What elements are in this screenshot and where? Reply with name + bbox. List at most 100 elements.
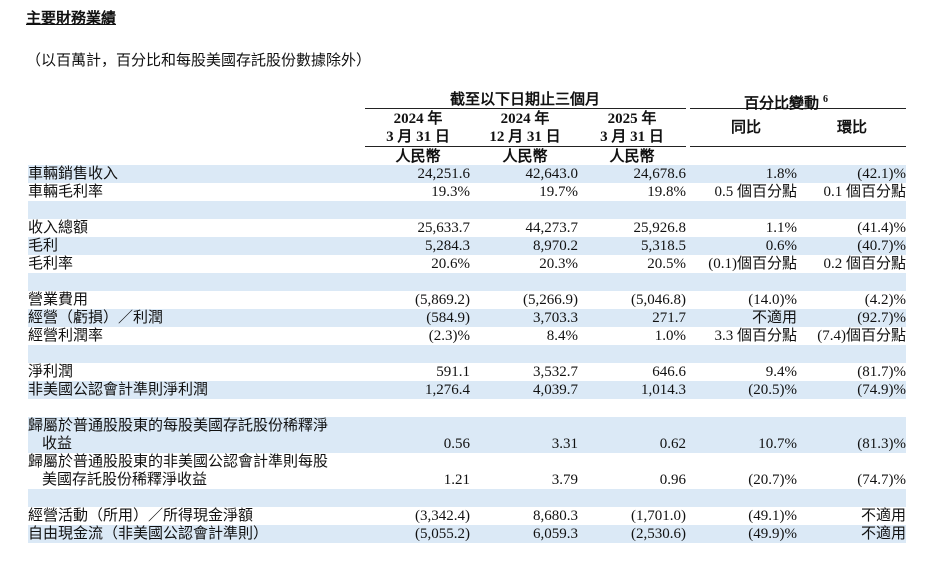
- cell: 19.3%: [431, 184, 470, 200]
- cell: 20.3%: [539, 256, 578, 272]
- row-band: [28, 309, 906, 327]
- row-band: [28, 165, 906, 183]
- cell: (5,055.2): [415, 526, 470, 542]
- column-header: 環比: [836, 120, 867, 136]
- cell: 3.31: [551, 436, 578, 452]
- cell: 42,643.0: [525, 166, 579, 182]
- row-label: 經營利潤率: [28, 328, 104, 344]
- cell: (5,046.8): [631, 292, 686, 308]
- cell: 271.7: [652, 310, 686, 326]
- column-header: 12 月 31 日: [489, 129, 561, 145]
- column-header: 同比: [730, 120, 761, 136]
- column-header: 人民幣: [395, 149, 441, 165]
- row-label: 經營（虧損）／利潤: [28, 310, 164, 326]
- row-band: [28, 273, 906, 291]
- cell: 不適用: [860, 508, 906, 524]
- cell: (14.0)%: [748, 292, 797, 308]
- row-band: [28, 417, 906, 453]
- row-band: [28, 381, 906, 399]
- cell: (42.1)%: [857, 166, 906, 182]
- cell: 8,680.3: [533, 508, 578, 524]
- cell: (20.5)%: [748, 382, 797, 398]
- row-label: 經營活動（所用）／所得現金淨額: [28, 508, 254, 524]
- cell: 19.8%: [647, 184, 686, 200]
- rule: [365, 146, 686, 147]
- row-label: 美國存託股份稀釋淨收益: [42, 472, 208, 488]
- cell: 25,926.8: [633, 220, 687, 236]
- row-label: 毛利率: [28, 256, 74, 272]
- row-label: 歸屬於普通股股東的非美國公認會計準則每股: [28, 454, 329, 470]
- cell: (81.3)%: [857, 436, 906, 452]
- cell: 5,284.3: [425, 238, 470, 254]
- cell: (49.1)%: [748, 508, 797, 524]
- cell: 0.56: [443, 436, 470, 452]
- cell: 5,318.5: [641, 238, 686, 254]
- cell: 1.0%: [654, 328, 686, 344]
- row-label: 非美國公認會計準則淨利潤: [28, 382, 209, 398]
- subtitle: （以百萬計，百分比和每股美國存託股份數據除外）: [26, 53, 372, 69]
- cell: 0.96: [659, 472, 686, 488]
- cell: 25,633.7: [417, 220, 471, 236]
- cell: 6,059.3: [533, 526, 578, 542]
- cell: 0.1 個百分點: [823, 184, 906, 200]
- cell: 20.6%: [431, 256, 470, 272]
- cell: 20.5%: [647, 256, 686, 272]
- cell: (74.7)%: [857, 472, 906, 488]
- cell: (41.4)%: [857, 220, 906, 236]
- cell: (584.9): [426, 310, 470, 326]
- row-label: 營業費用: [28, 292, 89, 308]
- row-band: [28, 201, 906, 219]
- row-label: 毛利: [28, 238, 59, 254]
- footnote-ref: 6: [823, 94, 828, 105]
- row-band: [28, 525, 906, 543]
- row-band: [28, 237, 906, 255]
- cell: 646.6: [652, 364, 686, 380]
- group-header-text: 截至以下日期止三個月: [449, 92, 600, 108]
- cell: 1.21: [443, 472, 470, 488]
- cell: (0.1)個百分點: [708, 256, 797, 272]
- row-band: [28, 345, 906, 363]
- cell: 3,703.3: [533, 310, 578, 326]
- row-label: 收入總額: [28, 220, 89, 236]
- column-header: 2024 年: [393, 111, 443, 127]
- cell: (2,530.6): [631, 526, 686, 542]
- cell: 1.8%: [765, 166, 797, 182]
- row-label: 車輛毛利率: [28, 184, 104, 200]
- cell: 1,276.4: [425, 382, 470, 398]
- title: 主要財務業績: [26, 11, 117, 27]
- row-label: 收益: [42, 436, 73, 452]
- cell: (20.7)%: [748, 472, 797, 488]
- row-label: 自由現金流（非美國公認會計準則）: [28, 526, 269, 542]
- cell: (81.7)%: [857, 364, 906, 380]
- cell: 1,014.3: [641, 382, 686, 398]
- cell: 3.79: [551, 472, 578, 488]
- cell: 0.6%: [765, 238, 797, 254]
- cell: (7.4)個百分點: [817, 328, 906, 344]
- cell: (3,342.4): [415, 508, 470, 524]
- cell: (2.3)%: [428, 328, 470, 344]
- cell: 8.4%: [546, 328, 578, 344]
- cell: 3,532.7: [533, 364, 578, 380]
- cell: 4,039.7: [533, 382, 578, 398]
- cell: 9.4%: [765, 364, 797, 380]
- cell: (4.2)%: [864, 292, 906, 308]
- row-band: [28, 489, 906, 507]
- rule: [365, 108, 686, 109]
- column-header: 3 月 31 日: [600, 129, 664, 145]
- column-header: 2025 年: [607, 111, 657, 127]
- row-label: 淨利潤: [28, 364, 74, 380]
- cell: 8,970.2: [533, 238, 578, 254]
- cell: 24,678.6: [633, 166, 687, 182]
- cell: (40.7)%: [857, 238, 906, 254]
- cell: 0.2 個百分點: [823, 256, 906, 272]
- group-header: 截至以下日期止三個月: [375, 91, 675, 109]
- rule: [690, 108, 906, 109]
- cell: 0.62: [659, 436, 686, 452]
- cell: (74.9)%: [857, 382, 906, 398]
- cell: 1.1%: [765, 220, 797, 236]
- column-header: 人民幣: [609, 149, 655, 165]
- column-header: 2024 年: [500, 111, 550, 127]
- rule: [690, 146, 906, 147]
- cell: 不適用: [860, 526, 906, 542]
- cell: (1,701.0): [631, 508, 686, 524]
